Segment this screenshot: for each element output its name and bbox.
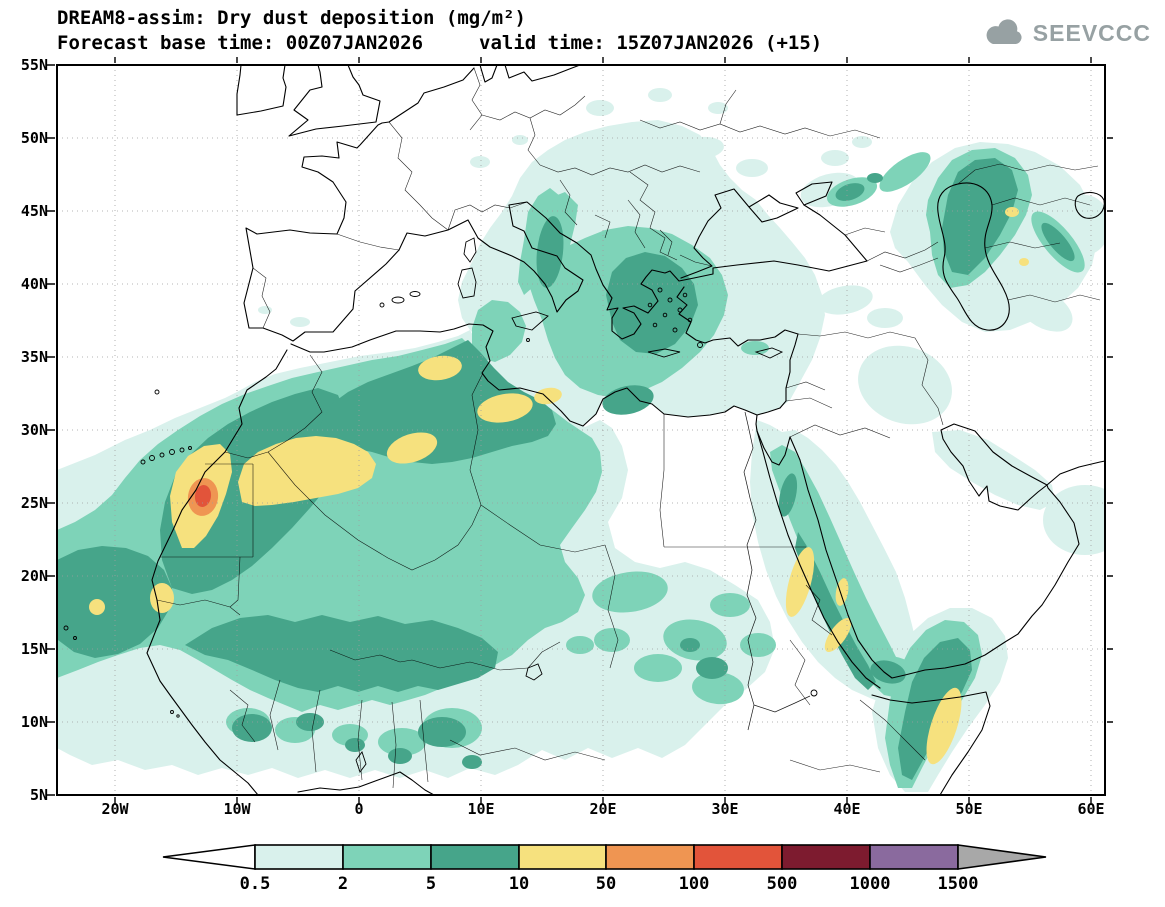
graticule bbox=[57, 65, 1105, 795]
legend-bin-2 bbox=[342, 844, 432, 870]
coastlines bbox=[146, 64, 1106, 796]
legend-tick-label: 100 bbox=[678, 874, 710, 894]
lon-tick-label: 40E bbox=[833, 800, 861, 818]
legend-tick-label: 5 bbox=[425, 874, 437, 894]
dust-layer-100-500 bbox=[194, 485, 212, 507]
axis-ticks-left bbox=[47, 64, 55, 796]
legend-tick-label: 1500 bbox=[937, 874, 979, 894]
base-time-text: Forecast base time: 00Z07JAN2026 bbox=[57, 32, 424, 54]
legend-bin-100 bbox=[693, 844, 783, 870]
legend-bar bbox=[162, 844, 1047, 870]
lat-tick-label: 30N bbox=[20, 421, 48, 439]
mask-right bbox=[1105, 0, 1165, 907]
lat-tick-label: 35N bbox=[20, 348, 48, 366]
lat-tick-label: 5N bbox=[29, 786, 48, 804]
lon-tick-label: 50E bbox=[955, 800, 983, 818]
lat-tick-label: 55N bbox=[20, 56, 48, 74]
lat-tick-label: 45N bbox=[20, 202, 48, 220]
lon-tick-label: 30E bbox=[711, 800, 739, 818]
lat-tick-label: 15N bbox=[20, 640, 48, 658]
legend-bin-50 bbox=[605, 844, 695, 870]
legend-bin-0p5 bbox=[254, 844, 344, 870]
lon-tick-label: 60E bbox=[1077, 800, 1105, 818]
longitude-axis: 20W 10W 0 10E 20E 30E 40E 50E 60E bbox=[0, 800, 1165, 822]
legend-arrow-above-max bbox=[957, 844, 1047, 870]
lon-tick-label: 20W bbox=[101, 800, 129, 818]
lat-tick-label: 40N bbox=[20, 275, 48, 293]
valid-time-text: valid time: 15Z07JAN2026 (+15) bbox=[479, 32, 823, 54]
lon-tick-label: 10W bbox=[223, 800, 251, 818]
legend-bin-5 bbox=[430, 844, 520, 870]
lat-tick-label: 20N bbox=[20, 567, 48, 585]
axis-ticks-bottom bbox=[114, 797, 1092, 805]
lon-tick-label: 20E bbox=[589, 800, 617, 818]
seevccc-logo: SEEVCCC bbox=[982, 18, 1151, 48]
mask-left bbox=[0, 0, 57, 907]
axis-ticks-right bbox=[1107, 137, 1113, 723]
islands-and-lakes bbox=[63, 237, 818, 773]
dust-layer-10-50 bbox=[89, 207, 1029, 765]
legend-tick-label: 0.5 bbox=[239, 874, 271, 894]
lon-tick-label: 0 bbox=[354, 800, 364, 818]
legend-bin-500 bbox=[781, 844, 871, 870]
latitude-axis: 55N 50N 45N 40N 35N 30N 25N 20N 15N 10N … bbox=[0, 0, 52, 907]
legend-bin-1000 bbox=[869, 844, 959, 870]
legend-tick-label: 500 bbox=[766, 874, 798, 894]
logo-text: SEEVCCC bbox=[1032, 19, 1151, 46]
header: DREAM8-assim: Dry dust deposition (mg/m²… bbox=[57, 6, 822, 56]
legend-bin-10 bbox=[518, 844, 607, 870]
color-scale-legend: 0.5 2 5 10 50 100 500 1000 1500 bbox=[0, 838, 1165, 904]
legend-tick-label: 1000 bbox=[849, 874, 891, 894]
legend-tick-label: 50 bbox=[595, 874, 617, 894]
lon-tick-label: 10E bbox=[467, 800, 495, 818]
map-frame bbox=[56, 64, 1106, 796]
axis-ticks-top bbox=[114, 57, 1092, 63]
nile-river bbox=[743, 411, 811, 731]
mask-top bbox=[0, 0, 1165, 65]
country-borders bbox=[156, 67, 1101, 789]
legend-tick-label: 2 bbox=[337, 874, 349, 894]
lat-tick-label: 25N bbox=[20, 494, 48, 512]
lat-tick-label: 50N bbox=[20, 129, 48, 147]
legend-tick-label: 10 bbox=[508, 874, 530, 894]
cloud-icon bbox=[986, 19, 1022, 45]
lat-tick-label: 10N bbox=[20, 713, 48, 731]
page-title: DREAM8-assim: Dry dust deposition (mg/m²… bbox=[57, 7, 526, 29]
forecast-times: Forecast base time: 00Z07JAN2026 valid ti… bbox=[57, 31, 822, 56]
legend-arrow-below-min bbox=[162, 844, 256, 870]
